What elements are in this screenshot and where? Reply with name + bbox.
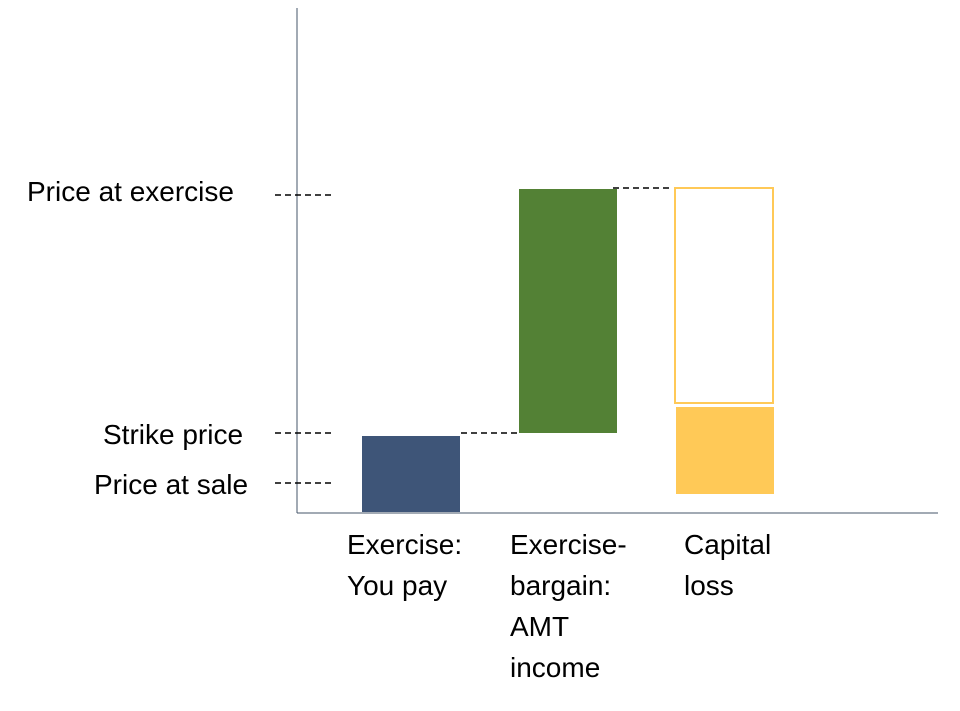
label-strike-price: Strike price (103, 419, 244, 450)
category-exercise-you-pay: Exercise: You pay (347, 529, 463, 601)
category-exercise-bargain-amt: Exercise- bargain: AMT income (510, 529, 627, 683)
capital-loss-outline (674, 187, 774, 404)
label-price-at-sale: Price at sale (94, 469, 249, 500)
category-capital-loss: Capital loss (684, 529, 772, 601)
capital-loss-bar (676, 407, 774, 494)
amt-income-bar (519, 189, 617, 433)
exercise-pay-bar (362, 436, 460, 512)
label-price-at-exercise: Price at exercise (27, 176, 234, 207)
